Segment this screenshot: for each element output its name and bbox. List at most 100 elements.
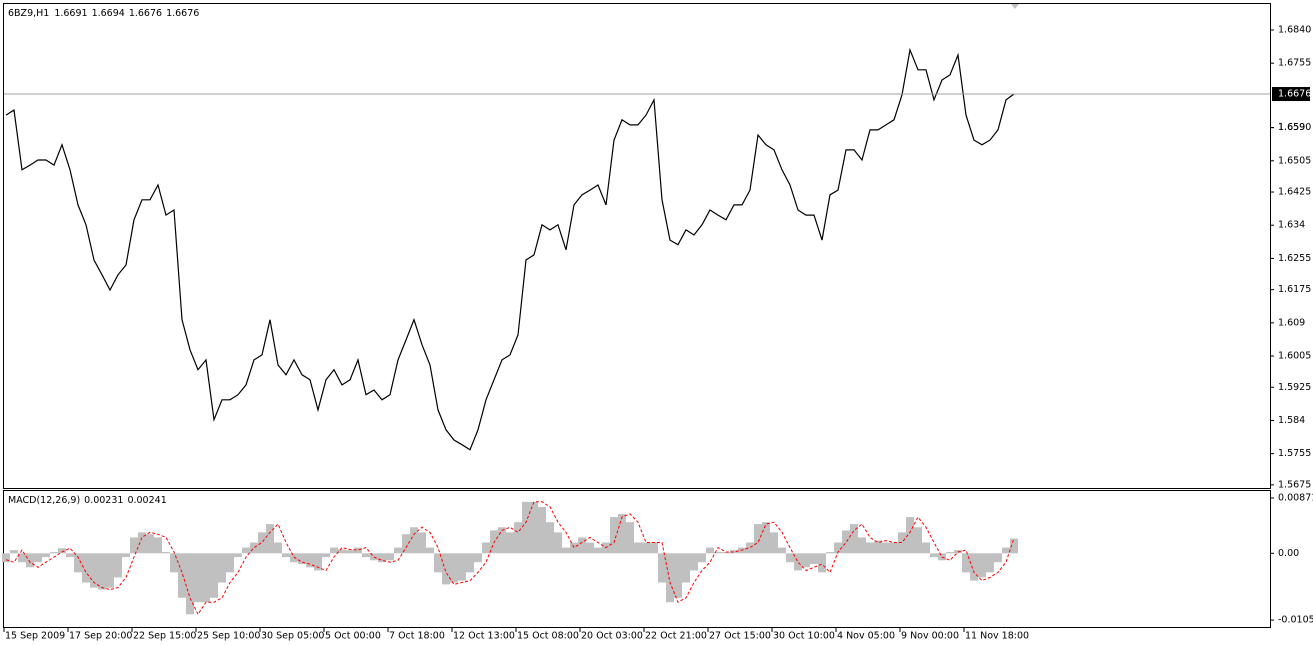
macd-bar	[474, 553, 482, 563]
x-tick-label: 30 Oct 10:00	[773, 631, 835, 642]
macd-bar	[322, 553, 330, 558]
macd-bar	[722, 552, 730, 554]
macd-bar	[66, 553, 74, 558]
macd-bar	[186, 553, 194, 615]
macd-bar	[1010, 538, 1018, 554]
macd-header: MACD(12,26,9) 0.00231 0.00241	[8, 495, 167, 506]
y-tick-label: 0.00	[1278, 548, 1299, 559]
x-tick-label: 22 Sep 15:00	[133, 631, 196, 642]
macd-bar	[18, 553, 26, 563]
price-header: 6BZ9,H1 1.6691 1.6694 1.6676 1.6676	[8, 8, 199, 19]
macd-bar	[922, 542, 930, 554]
macd-bar	[666, 553, 674, 603]
last-price-box	[1272, 87, 1310, 102]
macd-bar	[410, 527, 418, 554]
macd-bar	[994, 553, 1002, 563]
y-tick-label: 1.584	[1278, 415, 1305, 426]
macd-bar	[938, 553, 946, 561]
macd-bar	[890, 542, 898, 554]
macd-bar	[74, 553, 82, 573]
macd-bar	[626, 522, 634, 554]
macd-bar	[250, 542, 258, 554]
macd-bar	[674, 553, 682, 598]
macd-bar	[418, 532, 426, 554]
low: 1.6676	[129, 8, 162, 19]
x-tick-label: 9 Nov 00:00	[901, 631, 959, 642]
macd-bar	[842, 530, 850, 554]
macd-bar	[354, 547, 362, 554]
macd-bar	[298, 553, 306, 565]
macd-bar	[898, 532, 906, 554]
macd-bar	[826, 552, 834, 554]
macd-bar	[546, 522, 554, 554]
macd-bar	[810, 553, 818, 565]
macd-bar	[930, 553, 938, 558]
macd-bar	[706, 547, 714, 554]
macd-bar	[802, 553, 810, 568]
macd-bar	[714, 552, 722, 554]
macd-bar	[146, 534, 154, 554]
macd-bar	[778, 547, 786, 554]
macd-bar	[1002, 547, 1010, 554]
last-price-label: 1.6676	[1278, 89, 1311, 100]
macd-bar	[514, 522, 522, 554]
macd-bar	[306, 553, 314, 568]
macd-bar	[258, 532, 266, 554]
macd-bar	[138, 532, 146, 554]
macd-bar	[554, 532, 562, 554]
macd-bar	[58, 548, 66, 554]
macd-bar	[178, 553, 186, 598]
macd-bar	[450, 553, 458, 583]
macd-bar	[978, 553, 986, 578]
y-tick-label: 1.6005	[1278, 351, 1311, 362]
macd-bar	[586, 542, 594, 554]
macd-bar	[98, 553, 106, 590]
macd-bar	[154, 537, 162, 554]
x-tick-label: 30 Sep 05:00	[261, 631, 324, 642]
macd-bar	[442, 553, 450, 585]
macd-bar	[506, 532, 514, 554]
macd-bar	[226, 553, 234, 573]
macd-bar	[434, 553, 442, 573]
macd-bar	[290, 553, 298, 563]
x-tick-label: 27 Oct 15:00	[709, 631, 771, 642]
macd-bar	[794, 553, 802, 571]
macd-bar	[762, 522, 770, 554]
macd-bar	[578, 537, 586, 554]
x-tick-label: 15 Sep 2009	[5, 631, 65, 642]
x-tick-label: 25 Sep 10:00	[197, 631, 260, 642]
macd-bar	[362, 553, 370, 558]
macd-bar	[426, 547, 434, 554]
macd-bar	[266, 524, 274, 554]
macd-bar	[338, 549, 346, 554]
macd-bar	[482, 542, 490, 554]
macd-bar	[194, 553, 202, 603]
macd-bar	[618, 513, 626, 554]
macd-bar	[914, 527, 922, 554]
y-tick-label: 1.6840	[1278, 24, 1311, 35]
macd-bar	[634, 542, 642, 554]
x-tick-label: 5 Oct 00:00	[325, 631, 381, 642]
high: 1.6694	[92, 8, 125, 19]
y-tick-label: 1.609	[1278, 317, 1305, 328]
y-tick-label: 1.5675	[1278, 479, 1311, 490]
macd-bar	[210, 553, 218, 598]
macd-bar	[218, 553, 226, 583]
macd-bar	[282, 553, 290, 558]
signal-line	[5, 501, 1015, 616]
marks	[2, 47, 1270, 616]
y-tick-label: 1.6590	[1278, 122, 1311, 133]
macd-bar	[402, 534, 410, 554]
macd-bar	[530, 501, 538, 554]
indicator-name: MACD(12,26,9)	[8, 495, 80, 506]
price-line	[5, 47, 1015, 451]
macd-bar	[650, 542, 658, 554]
y-tick-label: 1.6255	[1278, 253, 1311, 264]
macd-bar	[346, 550, 354, 554]
macd-bar	[458, 553, 466, 581]
x-tick-label: 7 Oct 18:00	[389, 631, 445, 642]
macd-bar	[770, 532, 778, 554]
macd-bar	[754, 524, 762, 554]
